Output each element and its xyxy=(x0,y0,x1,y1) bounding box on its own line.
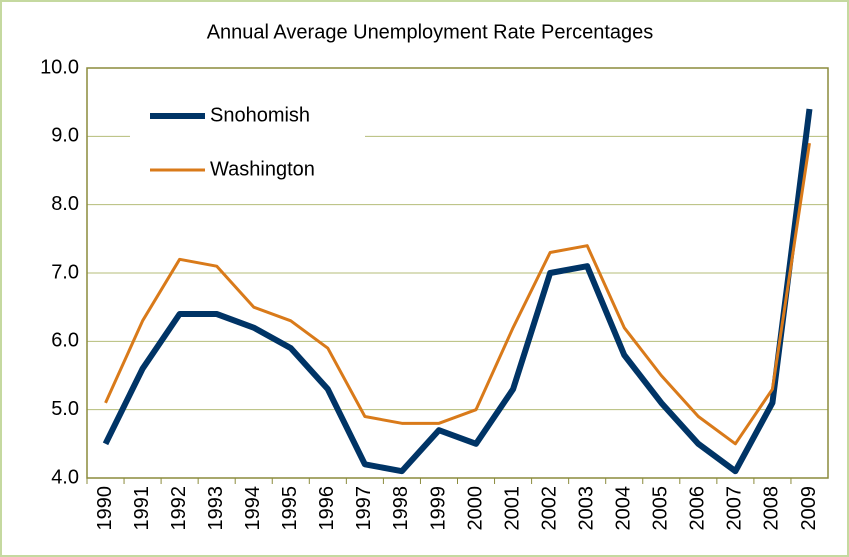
x-tick-label: 1995 xyxy=(279,486,301,531)
y-tick-label: 5.0 xyxy=(51,398,79,420)
x-tick-label: 1993 xyxy=(205,486,227,531)
x-tick-label: 2004 xyxy=(613,486,635,531)
x-tick-label: 1994 xyxy=(242,486,264,531)
x-tick-label: 2005 xyxy=(650,486,672,531)
y-tick-label: 6.0 xyxy=(51,330,79,352)
x-tick-label: 2001 xyxy=(501,486,523,531)
x-tick-label: 1990 xyxy=(94,486,116,531)
legend xyxy=(130,95,365,195)
x-tick-label: 1997 xyxy=(353,486,375,531)
x-tick-label: 1996 xyxy=(316,486,338,531)
chart-title: Annual Average Unemployment Rate Percent… xyxy=(207,21,654,43)
x-tick-label: 2008 xyxy=(761,486,783,531)
x-tick-label: 2007 xyxy=(724,486,746,531)
x-tick-label: 2002 xyxy=(538,486,560,531)
legend-label: Snohomish xyxy=(210,104,310,126)
y-tick-label: 9.0 xyxy=(51,125,79,147)
x-tick-label: 1999 xyxy=(427,486,449,531)
x-tick-label: 1991 xyxy=(131,486,153,531)
x-tick-label: 1998 xyxy=(390,486,412,531)
y-tick-label: 10.0 xyxy=(40,56,79,78)
x-tick-label: 2003 xyxy=(575,486,597,531)
y-tick-label: 4.0 xyxy=(51,466,79,488)
y-tick-label: 8.0 xyxy=(51,193,79,215)
x-tick-label: 2009 xyxy=(798,486,820,531)
legend-label: Washington xyxy=(210,158,315,180)
x-tick-label: 2000 xyxy=(464,486,486,531)
series-line xyxy=(102,108,813,475)
x-tick-label: 1992 xyxy=(168,486,190,531)
x-tick-label: 2006 xyxy=(687,486,709,531)
series-line xyxy=(104,142,811,446)
y-tick-label: 7.0 xyxy=(51,261,79,283)
